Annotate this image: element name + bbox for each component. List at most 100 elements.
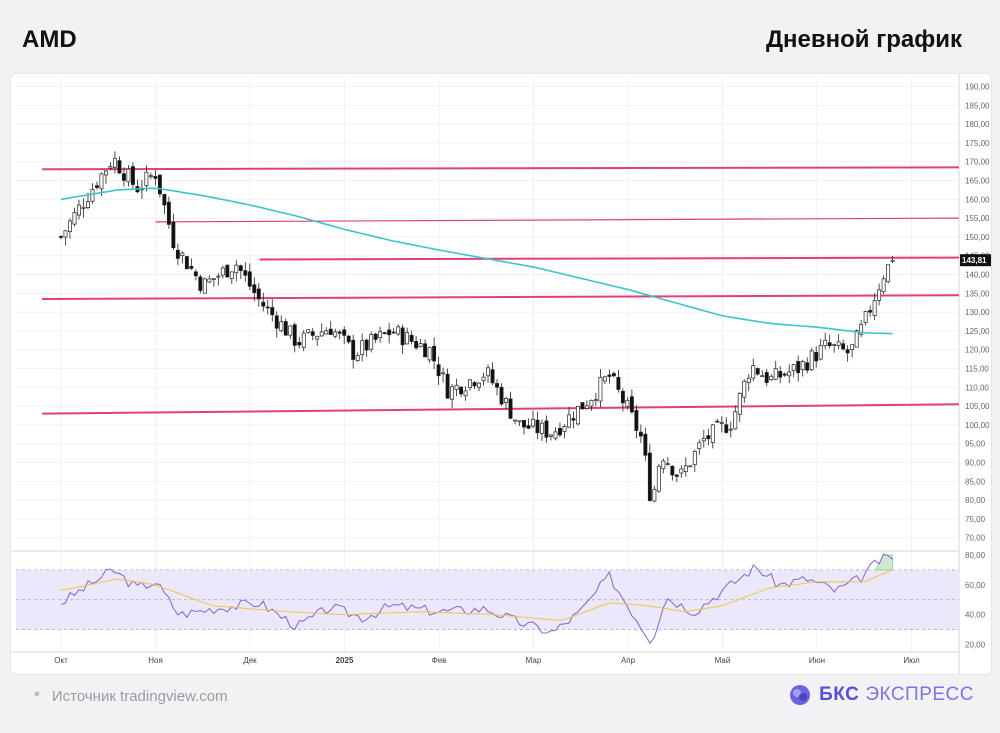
candle-body	[841, 343, 846, 350]
candle-body	[297, 341, 302, 346]
candle-body	[63, 230, 68, 238]
x-tick-label: Фев	[432, 656, 447, 665]
candle-body	[809, 350, 814, 371]
y-tick-label: 70,00	[965, 534, 986, 543]
y-tick-label: 190,00	[965, 83, 990, 92]
candle-body	[301, 332, 306, 348]
candle-body	[306, 329, 311, 333]
candle-body	[674, 474, 679, 477]
candle-body	[522, 420, 526, 428]
candle-body	[800, 361, 805, 370]
y-tick-label: 160,00	[965, 195, 990, 204]
candle-body	[427, 347, 432, 361]
candle-body	[701, 438, 706, 442]
candle-body	[715, 420, 720, 423]
candle-body	[490, 369, 495, 384]
candle-body	[823, 339, 828, 346]
candle-body	[549, 434, 553, 437]
rsi-ma-line	[60, 569, 893, 622]
candle-body	[616, 377, 621, 390]
y-tick-label: 115,00	[965, 365, 989, 374]
candle-body	[877, 289, 882, 301]
candle-body	[72, 212, 77, 225]
candle-body	[751, 365, 756, 379]
candle-body	[243, 270, 248, 276]
candle-body	[144, 171, 149, 186]
y-tick-label: 165,00	[965, 177, 990, 186]
rsi-tick-label: 40,00	[965, 611, 986, 620]
candle-body	[647, 452, 652, 501]
candle-body	[283, 321, 288, 336]
y-tick-label: 135,00	[965, 289, 990, 298]
candle-body	[104, 170, 108, 176]
candle-body	[535, 419, 540, 434]
x-tick-label: Окт	[54, 656, 68, 665]
candle-body	[670, 465, 675, 476]
brand-logo: БКС ЭКСПРЕСС	[789, 684, 974, 706]
candle-body	[148, 175, 153, 177]
candle-body	[827, 342, 832, 347]
candle-body	[796, 361, 801, 374]
candle-body	[373, 333, 378, 340]
y-tick-label: 85,00	[965, 477, 986, 486]
y-tick-label: 180,00	[965, 120, 990, 129]
candle-body	[504, 398, 508, 403]
candle-body	[652, 488, 657, 502]
candle-body	[378, 331, 383, 338]
rsi-line	[60, 553, 893, 645]
support-resistance-line	[155, 217, 960, 223]
candle-body	[634, 410, 639, 431]
candle-body	[95, 185, 99, 188]
candle-body	[391, 331, 396, 334]
candle-body	[513, 419, 517, 422]
candle-body	[486, 367, 490, 377]
y-tick-label: 75,00	[965, 515, 986, 524]
candle-body	[247, 271, 252, 287]
candle-body	[121, 173, 126, 181]
chart-card: 70,00 75,00 80,00 85,00 90,00 95,00 100,00 105,…	[10, 73, 992, 675]
candle-body	[405, 332, 410, 345]
candle-body	[611, 373, 616, 377]
rsi-band	[16, 569, 959, 630]
candle-body	[544, 420, 549, 438]
candle-body	[850, 344, 855, 351]
source-note: * Источник tradingview.com	[34, 688, 228, 705]
candle-body	[112, 158, 117, 168]
candle-body	[126, 168, 131, 183]
candle-body	[728, 428, 733, 431]
candle-body	[706, 435, 711, 440]
x-tick-label: Мар	[526, 656, 542, 665]
candle-body	[769, 375, 774, 381]
candle-body	[153, 176, 158, 179]
candle-body	[279, 321, 284, 332]
candle-body	[409, 334, 414, 342]
candle-body	[625, 399, 630, 407]
support-resistance-line	[259, 256, 960, 261]
candle-body	[571, 418, 576, 421]
y-tick-label: 125,00	[965, 327, 990, 336]
support-resistance-line	[42, 403, 960, 415]
y-tick-label: 90,00	[965, 459, 986, 468]
candle-body	[468, 379, 473, 388]
candle-body	[445, 373, 450, 399]
candle-body	[418, 343, 423, 348]
candle-body	[629, 396, 634, 413]
candle-body	[567, 414, 571, 428]
candle-body	[890, 259, 895, 262]
candle-body	[526, 425, 531, 429]
bcs-logo-icon	[790, 685, 811, 705]
candle-body	[108, 166, 113, 169]
candle-body	[868, 310, 873, 313]
y-tick-label: 140,00	[965, 271, 990, 280]
candle-body	[540, 422, 544, 434]
support-resistance-line	[42, 294, 960, 300]
candle-body	[584, 405, 589, 409]
candle-body	[270, 307, 275, 316]
candle-body	[495, 383, 499, 388]
candle-body	[665, 463, 670, 466]
candle-body	[454, 384, 459, 390]
candle-body	[607, 374, 612, 377]
candle-body	[265, 306, 270, 309]
rsi-tick-label: 20,00	[965, 641, 986, 650]
y-tick-label: 155,00	[965, 214, 990, 223]
